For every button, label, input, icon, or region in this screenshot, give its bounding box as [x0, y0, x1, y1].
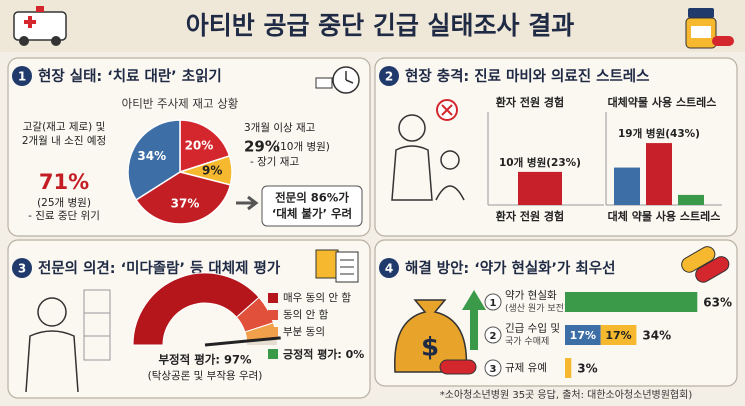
section-number-badge [12, 258, 32, 278]
pie-slice [127, 119, 181, 201]
row-label: (생산 원가 보전) [505, 303, 567, 314]
callout-box [261, 185, 363, 227]
bar [565, 292, 698, 312]
arrow [236, 195, 259, 211]
clock-icon [315, 66, 360, 94]
rank: 2 [490, 331, 497, 342]
footnote: *소아청소년병원 35곳 응답, 출처: 대한소아청소년병원협회) [440, 388, 693, 401]
section-number: 1 [18, 70, 26, 84]
pie-title: 아티반 주사제 재고 상황 [122, 97, 239, 111]
title-bar [0, 0, 745, 52]
row-label: 약가 현실화 [505, 290, 557, 302]
negative-label: 부정적 평가: 97% [158, 353, 252, 367]
slice-label: 9% [202, 163, 222, 177]
total-label: 63% [703, 296, 732, 310]
section-number-badge [379, 66, 399, 86]
callout-line: ‘대체 불가’ 우려 [272, 207, 352, 221]
note-line: 2개월 내 소진 예정 [22, 134, 106, 147]
pie-slice [179, 119, 231, 174]
positive-swatch [268, 349, 278, 359]
bar [678, 194, 704, 205]
doctor-icon-2 [25, 289, 111, 393]
bar-annotation: 10개 병원(23%) [499, 156, 581, 169]
rank: 1 [490, 298, 497, 309]
legend-label: 매우 동의 안 함 [283, 292, 351, 304]
total-label: 3% [577, 362, 597, 376]
note-value: 29% [244, 138, 280, 156]
section-heading: 해결 방안: ‘약가 현실화’가 최우선 [405, 259, 615, 277]
gauge-segment [132, 272, 260, 346]
ambulance-icon [13, 6, 67, 46]
chart-title: 환자 전원 경험 [496, 95, 564, 109]
svg-text:$: $ [421, 333, 439, 363]
row-label: 규제 유예 [505, 361, 547, 374]
row-label: 긴급 수입 및 [505, 322, 560, 335]
note-detail: (25개 병원) [37, 197, 91, 209]
doctor-icon [391, 99, 465, 201]
rank-badge [484, 326, 502, 344]
segment-label: 17% [570, 329, 596, 342]
section-heading: 현장 충격: 진료 마비와 의료진 스트레스 [405, 67, 649, 85]
rank-badge [484, 359, 502, 377]
x-axis-label: 환자 전원 경험 [496, 209, 564, 223]
bar [518, 171, 562, 205]
bar [565, 325, 601, 345]
x-axis-label: 대체 약물 사용 스트레스 [608, 209, 721, 223]
bar [600, 325, 637, 345]
panel-3 [7, 239, 371, 399]
money-bag-icon: $ [394, 290, 486, 375]
legend-swatch [268, 293, 278, 303]
pill-icon [681, 246, 730, 283]
section-number: 3 [18, 262, 26, 276]
bar [614, 167, 640, 205]
section-number-badge [379, 258, 399, 278]
note-detail: - 진료 중단 위기 [28, 209, 100, 222]
total-label: 34% [642, 329, 671, 343]
chart-title: 대체약물 사용 스트레스 [608, 95, 717, 109]
section-number: 4 [385, 262, 393, 276]
section-heading: 전문의 의견: ‘미다졸람’ 등 대체제 평가 [38, 259, 281, 277]
note-value: 71% [39, 170, 89, 194]
title: 아티반 공급 중단 긴급 실태조사 결과 [186, 11, 575, 40]
segment-label: 17% [605, 329, 631, 342]
positive-label: 긍정적 평가: 0% [283, 347, 364, 361]
clipboard-icon [315, 249, 359, 283]
slice-label: 20% [185, 138, 214, 152]
slice-label: 34% [137, 149, 166, 163]
bar [646, 143, 672, 205]
bar [565, 358, 572, 378]
slice-label: 37% [171, 196, 200, 210]
negative-note: (탁상공론 및 부작용 우려) [148, 370, 263, 382]
section-heading: 현장 실태: ‘치료 대란’ 초읽기 [38, 67, 222, 85]
legend-label: 동의 안 함 [283, 309, 329, 321]
rank-badge [484, 293, 502, 311]
bar-annotation: 19개 병원(43%) [618, 127, 700, 140]
legend-label: 부분 동의 [283, 326, 325, 338]
row-label: 국가 수매제 [505, 336, 549, 347]
pill-bottle-icon [685, 8, 734, 49]
note-detail: - 장기 재고 [250, 156, 299, 168]
note-line: 3개월 이상 재고 [244, 122, 316, 134]
gauge-needle [204, 336, 281, 347]
note-line: 고갈(재고 제로) 및 [23, 120, 106, 133]
legend-swatch [268, 327, 278, 337]
callout-line: 전문의 86%가 [275, 191, 349, 205]
section-number-badge [12, 66, 32, 86]
note-count: (10개 병원) [276, 141, 330, 153]
rank: 3 [490, 364, 497, 375]
section-number: 2 [385, 70, 393, 84]
legend-swatch [268, 310, 278, 320]
